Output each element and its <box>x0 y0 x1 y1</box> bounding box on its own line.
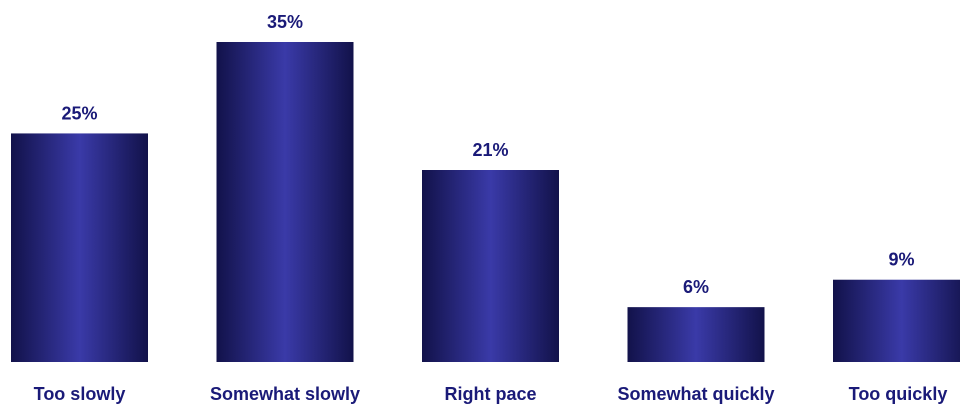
bar-4 <box>833 279 960 362</box>
bar-0 <box>11 133 148 362</box>
value-label-1: 35% <box>267 12 303 32</box>
category-label-2: Right pace <box>444 384 536 404</box>
value-label-0: 25% <box>61 103 97 123</box>
category-label-4: Too quickly <box>849 384 948 404</box>
value-label-3: 6% <box>683 277 709 297</box>
bar-2 <box>422 170 559 362</box>
category-label-0: Too slowly <box>34 384 126 404</box>
category-label-1: Somewhat slowly <box>210 384 360 404</box>
category-label-3: Somewhat quickly <box>617 384 774 404</box>
value-label-2: 21% <box>472 140 508 160</box>
bar-3 <box>627 307 765 362</box>
bar-1 <box>216 42 354 362</box>
value-label-4: 9% <box>888 250 914 270</box>
